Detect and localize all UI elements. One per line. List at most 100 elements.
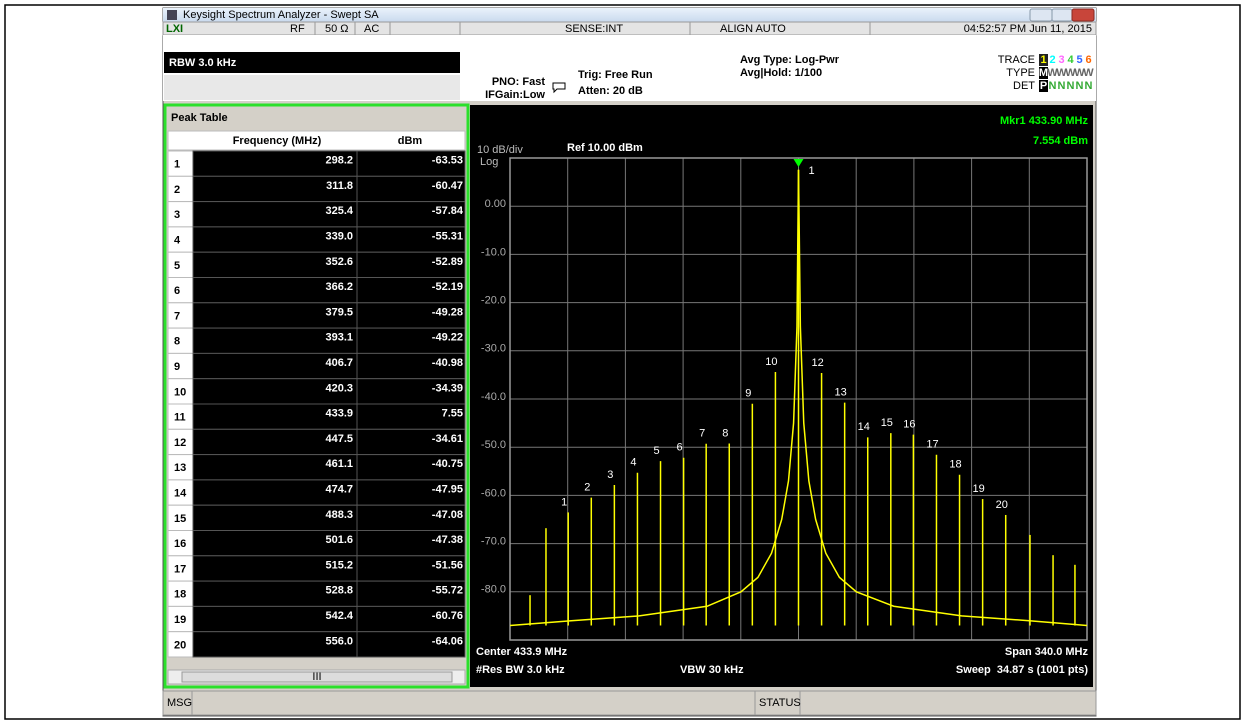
row-index-cell xyxy=(167,150,194,177)
title-bar xyxy=(163,8,1096,22)
peak-label: 2 xyxy=(584,482,590,494)
peak-label: 3 xyxy=(607,469,613,481)
type-value: W xyxy=(1083,67,1094,79)
row-index: 18 xyxy=(174,589,186,601)
row-index: 3 xyxy=(174,209,180,221)
sweep: Sweep 34.87 s (1001 pts) xyxy=(956,664,1088,676)
freq-cell xyxy=(192,580,358,607)
freq: 406.7 xyxy=(325,357,353,369)
row-index: 14 xyxy=(174,487,187,499)
res-bw: #Res BW 3.0 kHz xyxy=(476,664,565,676)
ref-level: Ref 10.00 dBm xyxy=(567,142,643,154)
coupling: AC xyxy=(364,23,379,35)
det-value: N xyxy=(1085,80,1093,92)
peak-label: 16 xyxy=(903,418,915,430)
det-value: N xyxy=(1049,80,1057,92)
row-index-cell xyxy=(167,605,194,633)
dbm-cell xyxy=(356,555,466,582)
freq: 556.0 xyxy=(325,635,353,647)
det-active xyxy=(1039,80,1048,92)
dbm: -47.08 xyxy=(432,509,463,521)
datetime: 04:52:57 PM Jun 11, 2015 xyxy=(964,23,1092,35)
marker-number: 1 xyxy=(809,165,815,177)
dbm: -64.06 xyxy=(432,635,463,647)
dbm-cell xyxy=(356,150,466,177)
freq: 461.1 xyxy=(325,458,353,470)
freq: 352.6 xyxy=(325,256,353,268)
row-index: 13 xyxy=(174,462,186,474)
freq-cell xyxy=(192,454,358,481)
footer xyxy=(162,690,1097,716)
peak-label: 7 xyxy=(699,428,705,440)
y-tick-label: 0.00 xyxy=(485,198,506,210)
freq-cell xyxy=(192,201,358,228)
rbw-box xyxy=(164,52,460,73)
peak-label: 14 xyxy=(858,421,870,433)
freq-cell xyxy=(192,150,358,177)
trace-number: 5 xyxy=(1076,54,1082,66)
marker-triangle xyxy=(793,159,804,167)
atten: Atten: 20 dB xyxy=(578,85,643,97)
marker-readout: Mkr1 433.90 MHz xyxy=(1000,115,1089,127)
row-index: 16 xyxy=(174,538,186,550)
rf: RF xyxy=(290,23,305,35)
row-index-cell xyxy=(167,580,194,607)
freq: 447.5 xyxy=(325,433,353,445)
row-index: 4 xyxy=(174,234,181,246)
peak-label: 20 xyxy=(996,499,1008,511)
trace-number: 6 xyxy=(1085,54,1091,66)
close-button[interactable] xyxy=(1071,8,1095,22)
dbm-cell xyxy=(356,327,466,354)
plot-frame xyxy=(509,157,1088,641)
trace-label: TRACE xyxy=(998,54,1035,66)
dbm-cell xyxy=(356,428,466,456)
freq: 366.2 xyxy=(325,281,353,293)
minimize-button[interactable] xyxy=(1029,8,1053,22)
row-index: 2 xyxy=(174,184,180,196)
y-tick-label: -10.0 xyxy=(481,246,506,258)
peak-label: 17 xyxy=(926,439,938,451)
row-index-cell xyxy=(167,327,194,354)
marker-value: 7.554 dBm xyxy=(1033,135,1088,147)
y-tick-label: -70.0 xyxy=(481,536,506,548)
trig-icon xyxy=(552,82,566,94)
y-tick-label: -40.0 xyxy=(481,391,506,403)
dbm-cell xyxy=(356,352,466,380)
type-value: W xyxy=(1065,67,1076,79)
trace-number: 1 xyxy=(1040,54,1046,66)
trace-number: 4 xyxy=(1067,54,1074,66)
freq: 393.1 xyxy=(325,332,353,344)
rbw: RBW 3.0 kHz xyxy=(169,57,237,69)
freq-cell xyxy=(192,504,358,532)
dbm: -60.76 xyxy=(432,610,463,622)
dbm-cell xyxy=(356,277,466,304)
trig: Trig: Free Run xyxy=(578,69,653,81)
row-index-cell xyxy=(167,428,194,456)
dbm: 7.55 xyxy=(442,408,463,420)
row-index: 10 xyxy=(174,386,186,398)
row-index: 15 xyxy=(174,513,186,525)
peak-label: 10 xyxy=(765,356,777,368)
det-value: P xyxy=(1040,80,1047,92)
column-header xyxy=(167,130,466,151)
dbm: -40.98 xyxy=(432,357,463,369)
dbm: -60.47 xyxy=(432,180,463,192)
row-index-cell xyxy=(167,504,194,532)
pno: PNO: Fast xyxy=(492,76,546,88)
scroll-thumb[interactable] xyxy=(181,671,453,683)
dbm: -51.56 xyxy=(432,559,463,571)
dbm: -55.31 xyxy=(432,230,463,242)
dbm: -63.53 xyxy=(432,155,463,167)
span: Span 340.0 MHz xyxy=(1005,646,1089,658)
row-index-cell xyxy=(167,277,194,304)
peak-label: 15 xyxy=(881,417,893,429)
dbm: -47.95 xyxy=(432,483,463,495)
type-label: TYPE xyxy=(1006,67,1035,79)
freq: 379.5 xyxy=(325,306,353,318)
row-index-cell xyxy=(167,175,194,203)
y-tick-label: -60.0 xyxy=(481,487,506,499)
freq-cell xyxy=(192,428,358,456)
maximize-button[interactable] xyxy=(1051,8,1073,22)
row-index-cell xyxy=(167,352,194,380)
scale-type: Log xyxy=(480,156,498,168)
